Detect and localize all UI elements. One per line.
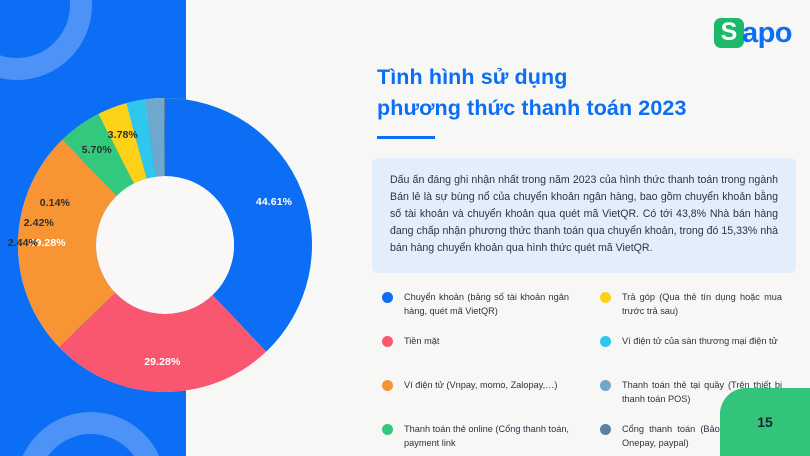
donut-slice: [144, 98, 165, 177]
legend-column-left: Chuyển khoản (bảng số tài khoản ngân hàn…: [382, 290, 600, 456]
page-number-badge: 15: [720, 388, 810, 456]
legend-color-dot-icon: [382, 336, 393, 347]
donut-slice-label: 3.78%: [107, 129, 138, 142]
donut-chart-svg: [18, 98, 312, 392]
legend-item[interactable]: Thanh toán thẻ tại quầy (Trên thiết bị t…: [600, 378, 802, 422]
legend-item[interactable]: Trả góp (Qua thẻ tín dụng hoặc mua trước…: [600, 290, 802, 334]
legend-color-dot-icon: [382, 292, 393, 303]
legend-item[interactable]: Thanh toán thẻ online (Cổng thanh toán, …: [382, 422, 600, 456]
donut-slice-label: 29.28%: [144, 356, 181, 369]
legend-item-label: Ví điện tử (Vnpay, momo, Zalopay,…): [404, 380, 558, 390]
chart-legend: Chuyển khoản (bảng số tài khoản ngân hàn…: [382, 290, 802, 456]
donut-slice-label: 2.44%: [7, 237, 38, 249]
legend-color-dot-icon: [382, 424, 393, 435]
donut-slices: [18, 98, 312, 392]
page-title-line2: phương thức thanh toán 2023: [377, 96, 687, 120]
legend-column-right: Trả góp (Qua thẻ tín dụng hoặc mua trước…: [600, 290, 802, 456]
donut-slice: [98, 103, 147, 184]
summary-text: Dấu ấn đáng ghi nhận nhất trong năm 2023…: [390, 174, 778, 254]
legend-item-label: Thanh toán thẻ online (Cổng thanh toán, …: [404, 424, 569, 448]
legend-color-dot-icon: [600, 292, 611, 303]
legend-item-label: Trả góp (Qua thẻ tín dụng hoặc mua trước…: [622, 292, 782, 316]
page-title: Tình hình sử dụng phương thức thanh toán…: [377, 62, 797, 124]
legend-item-label: Ví điện tử của sàn thương mại điện tử: [622, 336, 778, 346]
donut-slice-label: 0.14%: [39, 197, 70, 209]
donut-slice-label: 29.28%: [29, 237, 66, 250]
donut-slice: [163, 98, 165, 177]
page-title-line1: Tình hình sử dụng: [377, 65, 568, 89]
donut-slice: [126, 99, 156, 179]
donut-slice: [165, 98, 312, 352]
donut-slice: [62, 113, 134, 196]
donut-slice: [59, 292, 267, 392]
legend-color-dot-icon: [382, 380, 393, 391]
legend-item[interactable]: Chuyển khoản (bảng số tài khoản ngân hàn…: [382, 290, 600, 334]
decorative-ring-top-icon: [0, 0, 92, 80]
donut-slice-label: 5.70%: [81, 143, 112, 156]
sapo-logo: S apo: [713, 16, 793, 50]
legend-color-dot-icon: [600, 336, 611, 347]
legend-item[interactable]: Ví điện tử của sàn thương mại điện tử: [600, 334, 802, 378]
legend-color-dot-icon: [600, 424, 611, 435]
donut-slice: [18, 139, 117, 347]
legend-item[interactable]: Ví điện tử (Vnpay, momo, Zalopay,…): [382, 378, 600, 422]
legend-item-label: Tiền mặt: [404, 336, 440, 346]
legend-item[interactable]: Tiền mặt: [382, 334, 600, 378]
legend-item-label: Thanh toán thẻ tại quầy (Trên thiết bị t…: [622, 380, 782, 404]
donut-chart: 44.61% 29.28% 29.28% 5.70% 3.78% 2.44% 2.42% 0.…: [8, 98, 312, 392]
title-underline: [377, 136, 435, 139]
legend-color-dot-icon: [600, 380, 611, 391]
legend-item[interactable]: Cổng thanh toán (Bảo kim, VTCpay, Onepay…: [600, 422, 802, 456]
legend-item-label: Chuyển khoản (bảng số tài khoản ngân hàn…: [404, 292, 569, 316]
logo-mark: S: [713, 18, 744, 48]
logo-wordmark: apo: [741, 17, 793, 49]
summary-callout: Dấu ấn đáng ghi nhận nhất trong năm 2023…: [372, 158, 796, 273]
page-number: 15: [757, 414, 773, 430]
legend-item-label: Cổng thanh toán (Bảo kim, VTCpay, Onepay…: [622, 424, 782, 448]
donut-slice-label: 2.42%: [23, 217, 54, 229]
donut-hole: [96, 176, 234, 314]
donut-slice-label: 44.61%: [255, 195, 293, 208]
decorative-ring-bottom-icon: [16, 412, 166, 456]
